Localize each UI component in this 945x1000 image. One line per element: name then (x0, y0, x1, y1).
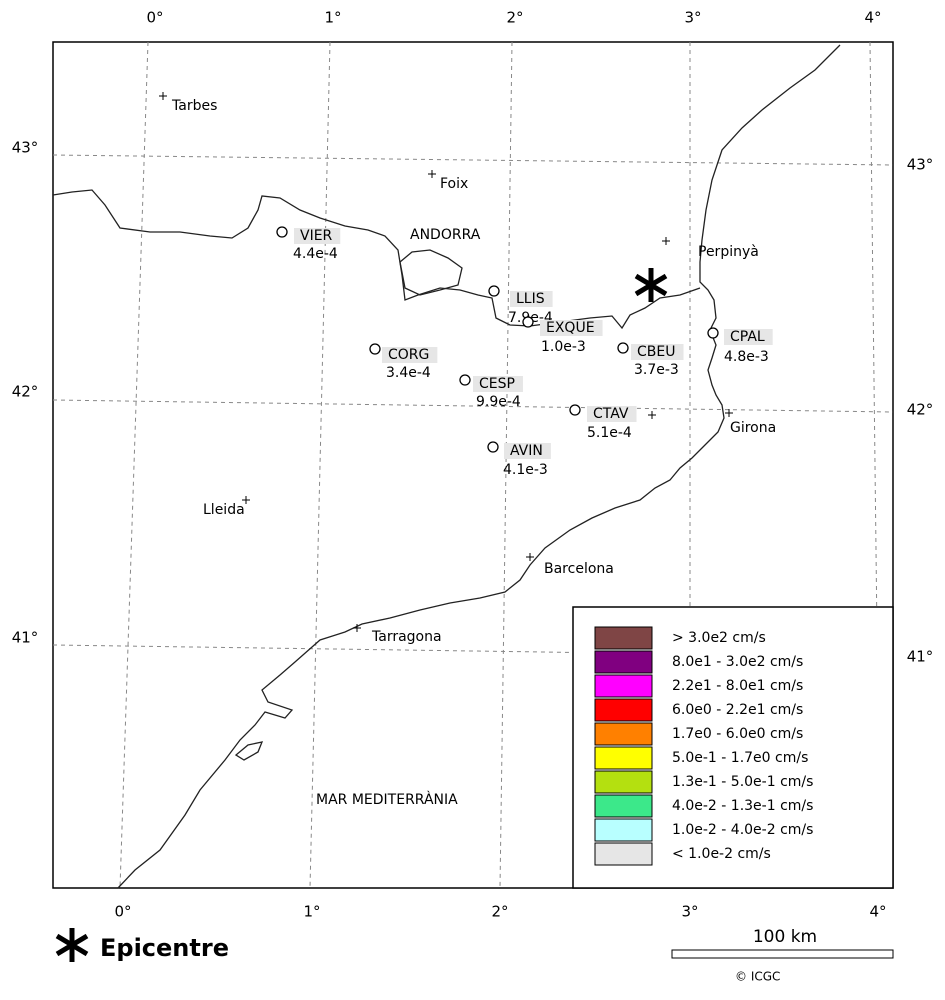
coordinate-label: 2° (491, 903, 508, 921)
station-code: CBEU (637, 344, 675, 360)
legend-label: 2.2e1 - 8.0e1 cm/s (672, 678, 803, 694)
legend-swatch (594, 770, 653, 794)
epicentre-label: Epicentre (100, 934, 229, 962)
station-code: CESP (479, 376, 515, 392)
station-value: 1.0e-3 (541, 339, 586, 355)
station-code: CPAL (730, 329, 765, 345)
andorra-border (399, 249, 463, 296)
coordinate-label: 43° (907, 156, 934, 174)
station-marker (617, 342, 629, 354)
credit: © ICGC (735, 970, 780, 984)
legend-label: < 1.0e-2 cm/s (672, 846, 771, 862)
station-code: EXQUE (546, 320, 595, 336)
legend-swatch (594, 818, 653, 842)
station-marker (369, 343, 381, 355)
legend-swatch (594, 746, 653, 770)
station-marker (707, 327, 719, 339)
coordinate-label: 0° (146, 9, 163, 27)
legend-swatch (594, 722, 653, 746)
place-label: ANDORRA (410, 227, 481, 243)
coordinate-label: 4° (864, 9, 881, 27)
place-label: Lleida (203, 502, 245, 518)
legend-label: > 3.0e2 cm/s (672, 630, 766, 646)
place-markers (159, 92, 733, 632)
place-label: Girona (730, 420, 776, 436)
station-label-bg (473, 376, 523, 392)
coordinate-label: 41° (907, 648, 934, 666)
coordinate-label: 42° (907, 401, 934, 419)
station-marker (276, 226, 288, 238)
station-marker (522, 316, 534, 328)
station-code: VIER (300, 228, 333, 244)
station-code: LLIS (516, 291, 545, 307)
coordinate-label: 1° (324, 9, 341, 27)
legend-swatch (594, 674, 653, 698)
place-cross (159, 92, 733, 632)
coordinate-label: 2° (506, 9, 523, 27)
station-value: 4.1e-3 (503, 462, 548, 478)
station-marker (487, 441, 499, 453)
place-label: Tarbes (171, 98, 217, 114)
coordinate-label: 41° (12, 629, 39, 647)
place-label: Perpinyà (698, 244, 759, 260)
coordinate-label: 0° (114, 903, 131, 921)
station-marker (459, 374, 471, 386)
station-value: 4.8e-3 (724, 349, 769, 365)
station-label-bg (504, 443, 551, 459)
legend-label: 1.3e-1 - 5.0e-1 cm/s (672, 774, 813, 790)
station-value: 3.4e-4 (386, 365, 431, 381)
legend-label: 1.0e-2 - 4.0e-2 cm/s (672, 822, 813, 838)
coordinate-label: 42° (12, 383, 39, 401)
station-label-bg (540, 320, 603, 336)
legend-swatch (594, 626, 653, 650)
legend-swatch (594, 842, 653, 866)
coordinate-label: 3° (681, 903, 698, 921)
legend-label: 4.0e-2 - 1.3e-1 cm/s (672, 798, 813, 814)
station-code: CTAV (593, 406, 629, 422)
sea-label: MAR MEDITERRÀNIA (316, 791, 458, 808)
scale-bar (671, 949, 894, 959)
station-label-bg (382, 347, 438, 363)
station-label-bg (724, 329, 773, 345)
epicentre-key-marker (55, 928, 89, 962)
place-label: Barcelona (544, 561, 614, 577)
place-label: Foix (440, 176, 468, 192)
coordinate-label: 4° (869, 903, 886, 921)
legend-swatch (594, 650, 653, 674)
coastline (117, 44, 841, 889)
station-value: 5.1e-4 (587, 425, 632, 441)
station-label-bg (294, 228, 341, 244)
place-label: Tarragona (371, 629, 442, 645)
station-code: AVIN (510, 443, 543, 459)
station-value: 9.9e-4 (476, 394, 521, 410)
coordinate-label: 43° (12, 139, 39, 157)
station-label-bg (587, 406, 637, 422)
station-label-bg (510, 291, 553, 307)
coordinate-label: 1° (303, 903, 320, 921)
legend-label: 1.7e0 - 6.0e0 cm/s (672, 726, 803, 742)
scale-label: 100 km (753, 927, 817, 947)
station-code: CORG (388, 347, 429, 363)
coordinate-label: 3° (684, 9, 701, 27)
legend-swatch (594, 698, 653, 722)
legend-label: 6.0e0 - 2.2e1 cm/s (672, 702, 803, 718)
epicentre-marker (634, 268, 668, 302)
legend-label: 5.0e-1 - 1.7e0 cm/s (672, 750, 808, 766)
station-label-bg (631, 344, 684, 360)
station-value: 3.7e-3 (634, 362, 679, 378)
station-marker (569, 404, 581, 416)
legend-swatch (594, 794, 653, 818)
station-marker (488, 285, 500, 297)
island (234, 741, 264, 761)
station-value: 4.4e-4 (293, 246, 338, 262)
legend-label: 8.0e1 - 3.0e2 cm/s (672, 654, 803, 670)
